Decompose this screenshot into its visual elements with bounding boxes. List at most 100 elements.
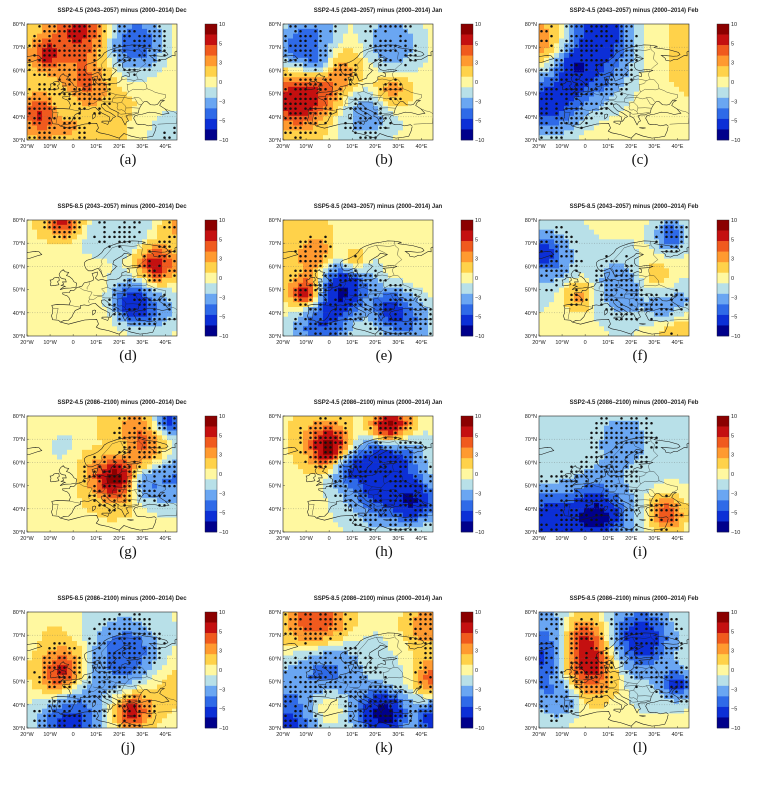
- heat-cell: [428, 96, 433, 102]
- heat-cell: [333, 48, 339, 54]
- heat-cell: [423, 24, 429, 30]
- heat-cell: [609, 135, 615, 140]
- significance-dot: [118, 44, 121, 47]
- significance-dot: [33, 107, 36, 110]
- coastline: [316, 123, 413, 139]
- significance-dot: [163, 322, 166, 326]
- heat-cell: [669, 86, 675, 93]
- coastline: [383, 127, 390, 129]
- heat-cell: [32, 130, 38, 136]
- significance-dot: [133, 279, 136, 282]
- heat-cell: [383, 111, 389, 117]
- heat-cell: [27, 24, 33, 30]
- heat-cell: [649, 38, 655, 44]
- significance-dot: [374, 34, 377, 38]
- significance-dot: [620, 30, 623, 33]
- heat-cell: [383, 268, 389, 274]
- heat-cell: [398, 120, 404, 126]
- significance-dot: [540, 39, 543, 43]
- significance-dot: [168, 235, 171, 239]
- heat-cell: [77, 239, 83, 245]
- heat-cell: [132, 82, 138, 88]
- heat-cell: [87, 297, 93, 303]
- coastline: [127, 323, 134, 325]
- heat-cell: [32, 67, 38, 73]
- significance-dot: [414, 44, 417, 47]
- significance-dot: [294, 63, 297, 67]
- heat-cell: [283, 111, 289, 117]
- significance-dot: [314, 308, 317, 311]
- heat-cell: [127, 287, 133, 293]
- significance-dot: [53, 54, 56, 57]
- heat-cell: [393, 120, 399, 126]
- heat-cell: [157, 234, 163, 240]
- country-border: [116, 299, 127, 308]
- significance-dot: [324, 255, 327, 258]
- colorbar-segment: [205, 241, 217, 252]
- significance-dot: [319, 30, 322, 33]
- heat-cell: [614, 77, 620, 83]
- significance-dot: [369, 274, 372, 277]
- heat-cell: [152, 101, 158, 107]
- heat-cell: [132, 120, 138, 126]
- significance-dot: [339, 97, 342, 101]
- significance-dot: [143, 49, 146, 52]
- heat-cell: [674, 53, 680, 59]
- heat-cell: [172, 220, 177, 226]
- heat-cell: [157, 287, 163, 293]
- heat-cell: [42, 33, 48, 39]
- heat-cell: [82, 101, 88, 107]
- heat-cell: [368, 101, 374, 107]
- heat-cell: [152, 263, 158, 269]
- significance-dot: [98, 112, 101, 115]
- heat-cell: [368, 111, 374, 117]
- heat-cell: [634, 111, 640, 117]
- heat-cell: [363, 287, 369, 293]
- heat-cell: [353, 234, 359, 240]
- significance-dot: [379, 54, 382, 57]
- heat-cell: [428, 86, 433, 93]
- heat-cell: [383, 234, 389, 240]
- heat-cell: [358, 38, 364, 44]
- significance-dot: [314, 102, 317, 105]
- heat-cell: [157, 229, 163, 235]
- heat-cell: [624, 101, 630, 107]
- heat-cell: [378, 244, 384, 250]
- significance-dot: [600, 83, 603, 86]
- heat-cell: [92, 273, 98, 279]
- heat-cell: [82, 316, 88, 322]
- heat-cell: [679, 86, 685, 93]
- significance-dot: [88, 92, 91, 96]
- significance-dot: [48, 126, 51, 130]
- significance-dot: [53, 92, 56, 96]
- heat-cell: [554, 82, 560, 88]
- heat-cell: [609, 38, 615, 44]
- heat-cell: [92, 302, 98, 308]
- significance-dot: [399, 34, 402, 38]
- significance-dot: [108, 235, 111, 239]
- significance-dot: [615, 49, 618, 52]
- heat-cell: [137, 135, 143, 140]
- heat-cell: [132, 130, 138, 136]
- heat-cell: [142, 91, 148, 97]
- significance-dot: [143, 54, 146, 57]
- heat-cell: [418, 67, 424, 73]
- significance-dot: [133, 235, 136, 239]
- heat-cell: [639, 91, 645, 97]
- significance-dot: [304, 274, 307, 277]
- significance-dot: [595, 88, 598, 91]
- y-tick-label: 70°N: [13, 241, 25, 247]
- heat-cell: [368, 67, 374, 73]
- heat-cell: [343, 111, 349, 117]
- heat-cell: [679, 120, 685, 126]
- significance-dot: [299, 288, 302, 292]
- heat-cell: [102, 62, 108, 68]
- heat-cell: [398, 53, 404, 59]
- significance-dot: [118, 54, 121, 57]
- significance-dot: [540, 126, 543, 130]
- heat-cell: [373, 62, 379, 68]
- heat-cell: [624, 96, 630, 102]
- significance-dot: [38, 83, 41, 86]
- heat-cell: [343, 57, 349, 64]
- heat-cell: [72, 239, 78, 245]
